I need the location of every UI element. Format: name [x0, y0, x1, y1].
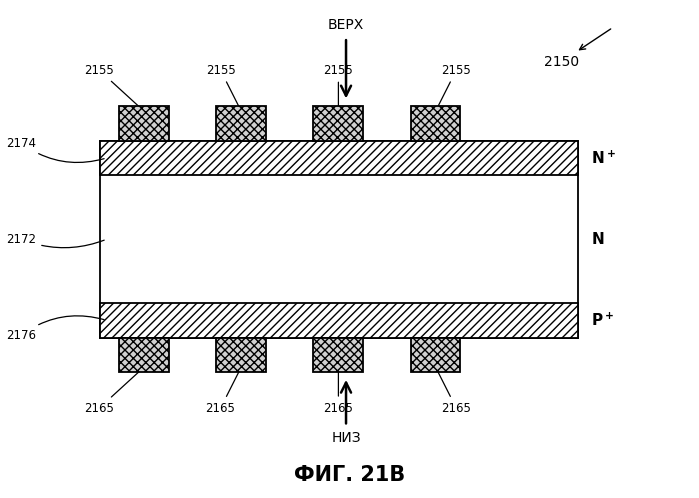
Text: 2165: 2165 [84, 369, 142, 415]
Text: $\mathbf{P^+}$: $\mathbf{P^+}$ [591, 312, 614, 329]
Text: НИЗ: НИЗ [331, 431, 361, 445]
Text: 2176: 2176 [6, 316, 104, 342]
Bar [100, 140, 578, 338]
Bar [120, 338, 169, 372]
Bar [100, 303, 578, 338]
Bar [120, 106, 169, 140]
Text: ВЕРХ: ВЕРХ [328, 18, 364, 32]
Bar [313, 106, 363, 140]
Text: 2165: 2165 [206, 370, 240, 415]
Bar [410, 106, 461, 140]
Text: 2172: 2172 [6, 233, 104, 248]
Text: 2155: 2155 [206, 64, 240, 109]
Text: 2165: 2165 [437, 370, 471, 415]
Bar [313, 338, 363, 372]
Bar [100, 140, 578, 175]
Bar [217, 338, 266, 372]
Text: ФИГ. 21В: ФИГ. 21В [294, 465, 405, 486]
Text: 2155: 2155 [437, 64, 471, 109]
Text: 2155: 2155 [324, 64, 353, 109]
Text: 2165: 2165 [324, 370, 353, 415]
Bar [410, 338, 461, 372]
Text: $\mathbf{N^+}$: $\mathbf{N^+}$ [591, 149, 616, 166]
Text: 2174: 2174 [6, 136, 104, 162]
Text: $\mathbf{N}$: $\mathbf{N}$ [591, 231, 604, 247]
Text: 2150: 2150 [544, 29, 611, 69]
Text: 2155: 2155 [85, 64, 142, 110]
Bar [217, 106, 266, 140]
